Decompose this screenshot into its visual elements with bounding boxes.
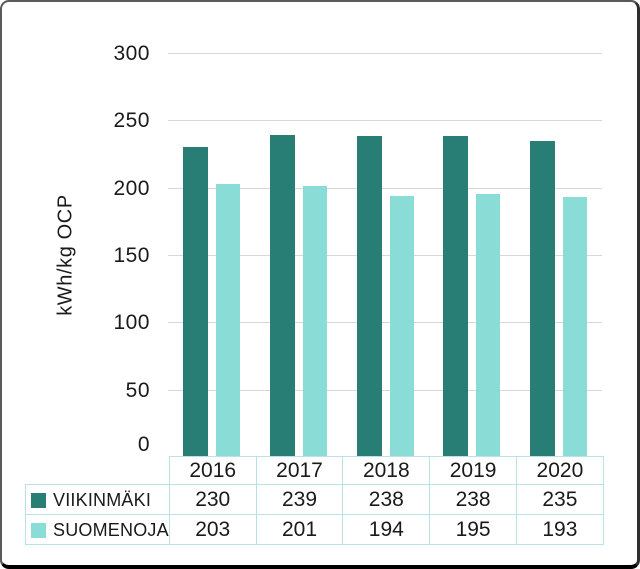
value-cell-viikinm-ki-2017: 239 bbox=[255, 484, 344, 515]
value-cell-suomenoja-2016: 203 bbox=[168, 514, 257, 545]
gridline-100 bbox=[168, 322, 602, 324]
gridline-50 bbox=[168, 389, 602, 391]
year-header-2016: 2016 bbox=[168, 456, 257, 485]
gridline-300 bbox=[168, 53, 602, 54]
year-header-2017: 2017 bbox=[255, 456, 344, 485]
legend-cell-suomenoja: SUOMENOJA bbox=[25, 514, 170, 545]
bar-viikinm-ki-2018 bbox=[356, 136, 382, 457]
y-tick-label-300: 300 bbox=[113, 42, 150, 65]
bar-viikinm-ki-2019 bbox=[443, 136, 469, 457]
bar-suomenoja-2019 bbox=[476, 194, 501, 457]
value-cell-viikinm-ki-2016: 230 bbox=[168, 484, 257, 515]
y-tick-label-250: 250 bbox=[113, 109, 150, 133]
table-corner-blank bbox=[26, 457, 170, 485]
bar-suomenoja-2017 bbox=[302, 186, 327, 457]
legend-color-swatch-suomenoja bbox=[31, 522, 46, 538]
gridline-250 bbox=[168, 120, 602, 122]
bar-viikinm-ki-2017 bbox=[269, 135, 295, 457]
bar-viikinm-ki-2020 bbox=[530, 140, 556, 457]
value-cell-viikinm-ki-2020: 235 bbox=[516, 484, 604, 515]
value-cell-suomenoja-2019: 195 bbox=[429, 514, 517, 545]
table-header-row: 2016 2017 2018 2019 2020 bbox=[26, 456, 604, 485]
value-cell-viikinm-ki-2019: 238 bbox=[429, 484, 517, 515]
gridline-200 bbox=[168, 187, 602, 189]
year-header-2020: 2020 bbox=[516, 456, 604, 485]
legend-label-suomenoja: SUOMENOJA bbox=[53, 519, 169, 540]
y-tick-label-50: 50 bbox=[125, 378, 150, 402]
gridline-150 bbox=[168, 255, 602, 256]
bar-suomenoja-2018 bbox=[389, 195, 414, 457]
y-tick-label-0: 0 bbox=[137, 433, 150, 456]
legend-label-viikinm-ki: VIIKINMÄKI bbox=[53, 489, 152, 510]
y-axis-title: kWh/kg OCP bbox=[54, 194, 77, 316]
value-cell-suomenoja-2020: 193 bbox=[516, 514, 604, 545]
bar-suomenoja-2020 bbox=[563, 197, 588, 457]
data-table: 2016 2017 2018 2019 2020 VIIKINMÄKI 230 239 238 2… bbox=[25, 456, 604, 545]
legend-cell-viikinm-ki: VIIKINMÄKI bbox=[25, 484, 170, 515]
value-cell-suomenoja-2017: 201 bbox=[255, 514, 344, 545]
year-header-2019: 2019 bbox=[429, 456, 517, 485]
table-row-suomenoja: SUOMENOJA 203 201 194 195 193 bbox=[25, 514, 604, 545]
year-header-2018: 2018 bbox=[342, 456, 431, 485]
value-cell-suomenoja-2018: 194 bbox=[342, 514, 431, 545]
bar-viikinm-ki-2016 bbox=[183, 147, 208, 457]
plot-area bbox=[168, 53, 602, 457]
value-cell-viikinm-ki-2018: 238 bbox=[342, 484, 431, 515]
bar-suomenoja-2016 bbox=[216, 183, 240, 457]
legend-color-swatch-viikinm-ki bbox=[31, 492, 46, 508]
table-row-viikinm-ki: VIIKINMÄKI 230 239 238 238 235 bbox=[25, 484, 604, 515]
